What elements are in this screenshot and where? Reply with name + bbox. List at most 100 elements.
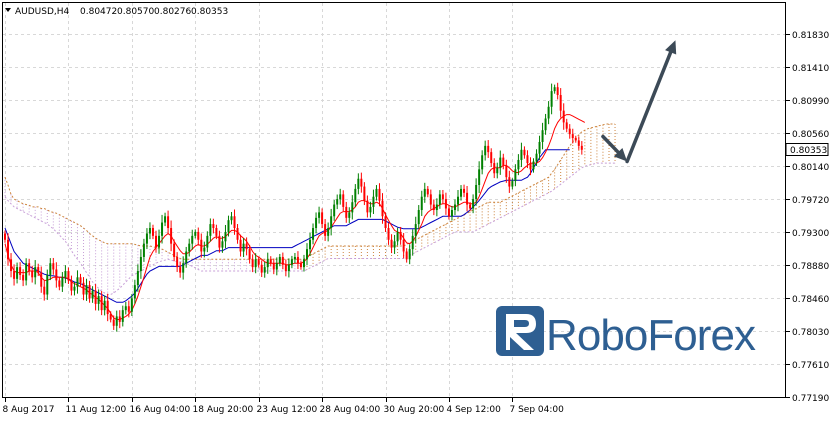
candle [463,184,466,198]
candle [130,294,133,316]
candle [179,262,182,278]
candle [121,305,124,327]
candle [387,222,390,245]
candle [478,161,481,194]
candle [118,310,121,329]
candle [70,275,73,296]
candle [182,256,185,280]
candle [369,201,372,218]
candle [109,311,112,323]
candle [417,205,420,230]
candle [372,189,375,214]
ichimoku-cloud [4,123,616,295]
x-tick-label: 23 Aug 12:00 [257,405,318,415]
candle [315,212,318,234]
candle [324,218,327,241]
candle [408,244,411,265]
candle [345,201,348,223]
candle [100,291,103,316]
candle [148,222,151,240]
candle [532,158,535,173]
candle [203,241,206,258]
candle [233,209,236,235]
candle [218,230,221,253]
candle [155,230,157,253]
candle [487,140,490,158]
candle [460,185,463,201]
y-tick-label: 0.80560 [792,130,829,140]
candle [336,194,339,210]
candle [263,262,266,278]
candle [275,257,278,276]
candle [481,150,484,175]
candle [435,198,438,217]
candle [278,253,281,267]
candle [420,190,423,216]
dropdown-triangle-icon[interactable] [5,8,11,12]
y-tick-label: 0.77190 [792,394,829,404]
candle [112,315,115,330]
candle [306,243,308,266]
candle [221,236,224,253]
candle [115,310,118,332]
candle [161,214,164,244]
candle [145,228,148,250]
candle [260,260,263,278]
candle [366,195,369,218]
candle [562,103,565,130]
candle [52,257,55,275]
candle [88,280,91,303]
x-tick-label: 4 Sep 12:00 [447,405,502,415]
candle [7,233,10,266]
candle [34,260,37,285]
current-price-box [785,143,829,156]
candle [158,229,161,254]
candle [176,252,179,272]
candle [269,256,272,267]
candle [142,238,145,262]
candle [375,185,378,201]
header-low: 0.80276 [154,7,191,17]
candle [447,205,450,220]
ichimoku-lines [4,114,586,320]
kijun-sen-line [4,149,570,303]
candle [28,258,31,276]
candle [414,216,417,244]
candle [499,150,502,175]
candle [553,84,556,94]
candle [405,248,408,263]
candle [556,82,559,100]
candle [245,237,248,256]
candle [399,226,402,245]
header-close: 0.80353 [191,7,228,17]
candle [284,259,287,277]
candle [390,234,393,254]
candle [384,212,387,233]
candle [13,264,16,286]
candle [22,269,25,287]
candle [514,164,517,187]
time-axis: 8 Aug 2017 11 Aug 12:00 16 Aug 04:00 18 Aug… [3,398,564,415]
chart-header: AUDUSD,H4 0.80472 0.80570 0.80276 0.8035… [5,7,228,17]
candle [25,258,28,286]
candle [520,142,523,168]
candle [55,262,58,288]
candle [378,183,381,207]
candle [360,172,363,193]
candle [423,182,426,203]
candle [550,83,553,115]
y-tick-label: 0.78030 [792,328,829,338]
candle [127,300,130,318]
y-tick-label: 0.80990 [792,97,829,107]
candle [309,232,312,257]
candle [103,295,106,316]
y-tick-label: 0.78460 [792,295,829,305]
candle [272,258,275,275]
candle [363,182,366,206]
candle [450,205,453,221]
candle [58,276,61,291]
candle [239,234,242,257]
candle [444,192,447,215]
current-price-label: 0.80353 [785,143,829,156]
candle [411,229,414,256]
